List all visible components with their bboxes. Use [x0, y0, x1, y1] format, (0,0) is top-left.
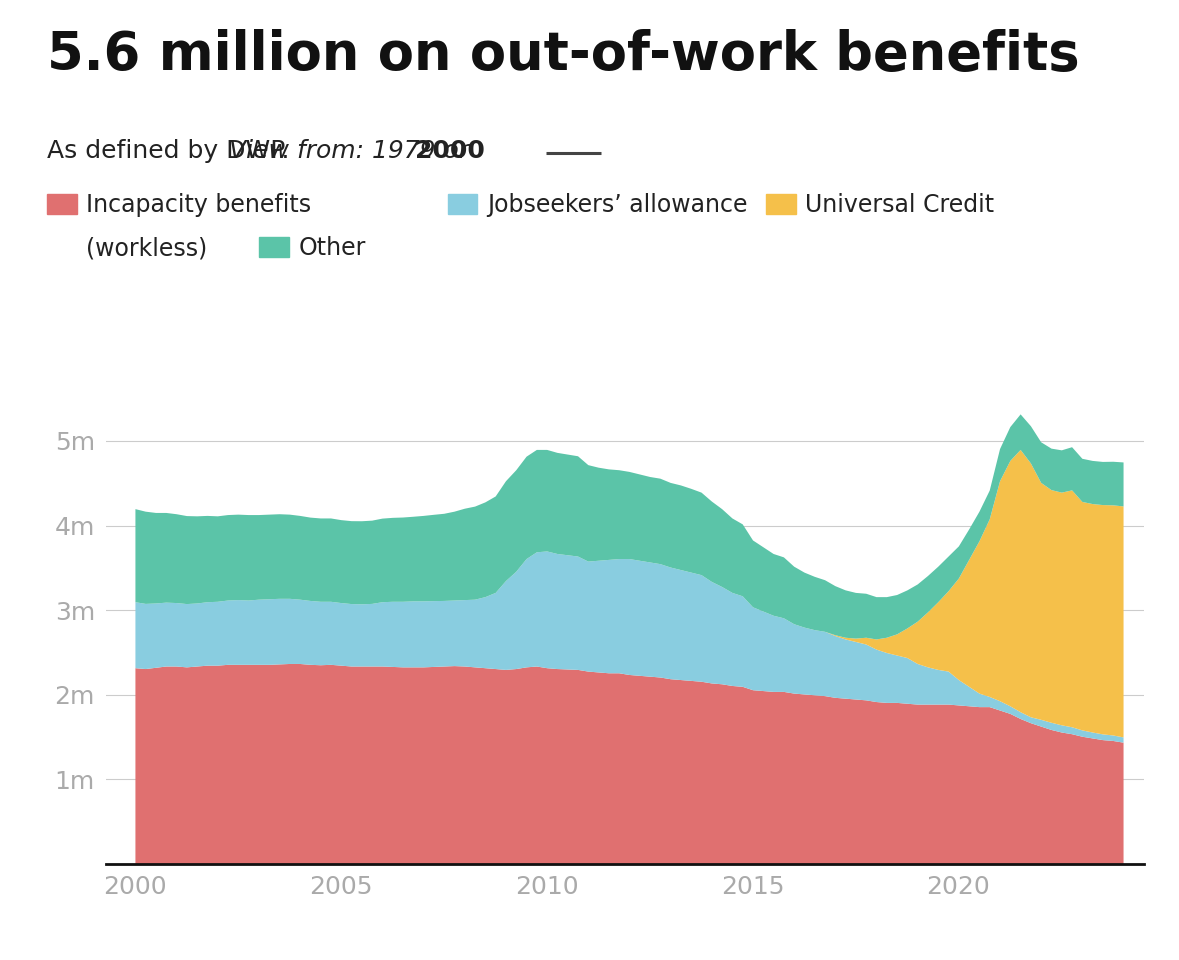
Text: Other: Other: [298, 236, 365, 260]
Text: 2000: 2000: [415, 139, 485, 163]
Text: 5.6 million on out-of-work benefits: 5.6 million on out-of-work benefits: [47, 29, 1080, 81]
Text: Incapacity benefits: Incapacity benefits: [86, 193, 311, 217]
Text: Universal Credit: Universal Credit: [805, 193, 994, 217]
Text: Jobseekers’ allowance: Jobseekers’ allowance: [487, 193, 747, 217]
Text: View from: 1979 or: View from: 1979 or: [229, 139, 476, 163]
Text: As defined by DWP.: As defined by DWP.: [47, 139, 297, 163]
Text: (workless): (workless): [86, 236, 208, 260]
